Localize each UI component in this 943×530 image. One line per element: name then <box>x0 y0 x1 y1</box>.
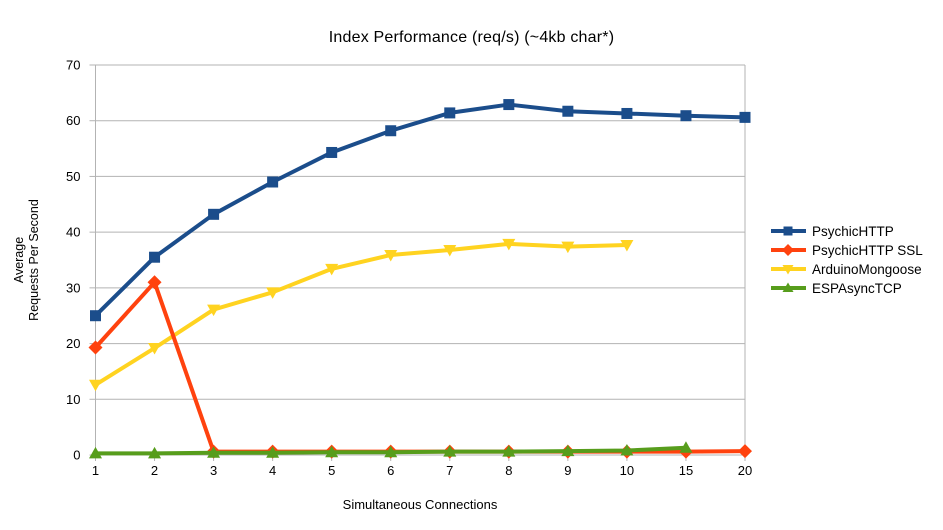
data-point-arduinomongoose-10 <box>620 239 634 252</box>
data-point-espasynctcp-7 <box>443 445 457 457</box>
data-point-psychichttp-ssl-1 <box>88 340 103 355</box>
data-point-espasynctcp-10 <box>620 444 634 456</box>
data-point-espasynctcp-9 <box>561 444 575 457</box>
y-tick-label-70: 70 <box>66 58 80 73</box>
x-axis-label: Simultaneous Connections <box>342 497 498 512</box>
y-tick-label-0: 0 <box>73 448 80 463</box>
x-tick-label-6: 6 <box>387 463 394 478</box>
data-point-psychichttp-10 <box>621 107 633 119</box>
x-tick-label-5: 5 <box>328 463 335 478</box>
data-point-psychichttp-4 <box>267 176 279 188</box>
y-axis-label: Average Requests Per Second <box>12 175 42 345</box>
legend-label-espasynctcp: ESPAsyncTCP <box>812 280 902 296</box>
x-tick-label-3: 3 <box>210 463 217 478</box>
legend-marker-triangle-up-icon <box>771 282 806 292</box>
data-point-psychichttp-7 <box>444 107 456 119</box>
data-point-espasynctcp-6 <box>384 445 398 458</box>
x-tick-label-1: 1 <box>92 463 99 478</box>
legend-label-psychichttp-ssl: PsychicHTTP SSL <box>812 242 923 258</box>
data-point-psychichttp-1 <box>90 310 101 322</box>
legend-item-arduinomongoose: ArduinoMongoose <box>770 261 923 277</box>
y-axis-label-line2: Requests Per Second <box>27 199 41 321</box>
series-line-psychichttp <box>93 102 747 318</box>
legend-item-espasynctcp: ESPAsyncTCP <box>770 280 923 296</box>
data-point-espasynctcp-1 <box>89 446 102 459</box>
data-point-psychichttp-ssl-20 <box>738 444 752 459</box>
y-axis-label-line1: Average <box>12 236 26 284</box>
data-point-psychichttp-8 <box>503 99 515 111</box>
series-line-psychichttp-ssl <box>93 280 747 454</box>
data-point-espasynctcp-3 <box>207 446 221 458</box>
y-tick-label-10: 10 <box>66 392 80 407</box>
legend-marker-triangle-down-icon <box>771 265 806 275</box>
data-point-arduinomongoose-9 <box>561 241 575 254</box>
data-point-arduinomongoose-8 <box>502 238 516 251</box>
x-tick-label-8: 8 <box>505 463 512 478</box>
data-point-arduinomongoose-5 <box>325 263 339 276</box>
legend-item-psychichttp-ssl: PsychicHTTP SSL <box>770 242 923 258</box>
x-tick-label-10: 10 <box>620 463 634 478</box>
series-line-arduinomongoose <box>93 241 629 387</box>
data-point-psychichttp-2 <box>149 251 161 263</box>
y-tick-label-40: 40 <box>66 225 80 240</box>
y-tick-label-50: 50 <box>66 169 80 184</box>
x-tick-label-2: 2 <box>151 463 158 478</box>
chart-title: Index Performance (req/s) (~4kb char*) <box>328 29 615 46</box>
legend-label-psychichttp: PsychicHTTP <box>812 223 894 239</box>
data-point-psychichttp-ssl-2 <box>147 275 162 290</box>
x-tick-label-7: 7 <box>446 463 453 478</box>
data-point-psychichttp-6 <box>385 125 397 137</box>
data-point-arduinomongoose-7 <box>443 244 457 257</box>
x-tick-label-4: 4 <box>269 463 276 478</box>
data-point-psychichttp-3 <box>208 208 220 220</box>
data-point-espasynctcp-15 <box>679 441 693 453</box>
data-point-arduinomongoose-1 <box>89 379 102 392</box>
legend-label-arduinomongoose: ArduinoMongoose <box>812 261 922 277</box>
data-point-arduinomongoose-2 <box>148 343 162 355</box>
data-point-espasynctcp-5 <box>325 445 339 458</box>
data-point-espasynctcp-4 <box>266 446 280 458</box>
legend-marker-diamond-icon <box>771 244 806 256</box>
data-point-psychichttp-15 <box>680 110 692 122</box>
data-point-espasynctcp-8 <box>502 445 516 457</box>
x-tick-label-9: 9 <box>564 463 571 478</box>
data-point-arduinomongoose-3 <box>207 304 221 317</box>
y-tick-label-20: 20 <box>66 336 80 351</box>
data-point-arduinomongoose-6 <box>384 249 398 262</box>
data-point-psychichttp-9 <box>562 105 574 117</box>
data-point-psychichttp-20 <box>739 111 751 123</box>
x-tick-label-20: 20 <box>738 463 752 478</box>
legend: PsychicHTTP PsychicHTTP SSL ArduinoMongoos… <box>770 223 923 296</box>
x-tick-label-15: 15 <box>679 463 693 478</box>
y-tick-label-30: 30 <box>66 280 80 295</box>
data-point-psychichttp-5 <box>326 146 338 158</box>
data-point-espasynctcp-2 <box>148 446 162 459</box>
legend-marker-square-icon <box>771 226 806 236</box>
data-point-arduinomongoose-4 <box>266 287 280 299</box>
y-tick-label-60: 60 <box>66 113 80 128</box>
legend-item-psychichttp: PsychicHTTP <box>770 223 923 239</box>
